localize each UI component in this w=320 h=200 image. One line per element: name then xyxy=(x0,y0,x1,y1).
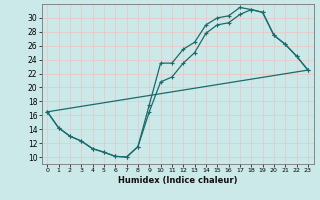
X-axis label: Humidex (Indice chaleur): Humidex (Indice chaleur) xyxy=(118,176,237,185)
